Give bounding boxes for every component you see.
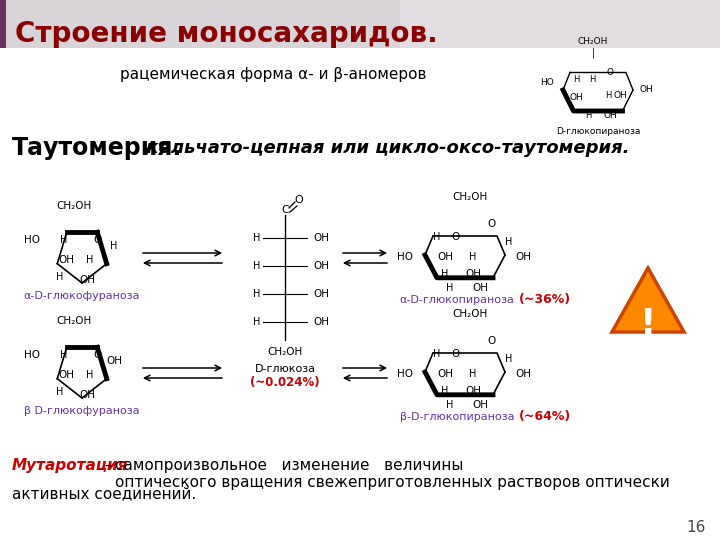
Text: O: O [451,232,459,242]
Text: HO: HO [397,252,413,262]
Text: CH₂OH: CH₂OH [56,201,91,211]
Text: O: O [294,195,303,205]
Text: H: H [446,283,454,293]
Text: OH: OH [640,85,654,94]
Text: H: H [56,272,63,282]
Text: Строение моносахаридов.: Строение моносахаридов. [15,20,438,48]
Bar [400,0,720,48]
Text: OH: OH [79,275,95,285]
Text: O: O [451,349,459,359]
Text: H: H [605,91,611,100]
Text: –: – [100,458,117,473]
Text: H: H [469,252,477,262]
Bar [0,0,6,48]
Text: OH: OH [58,370,74,380]
Text: OH: OH [437,369,453,379]
Text: H: H [60,235,68,245]
Text: OH: OH [58,255,74,265]
Text: OH: OH [313,317,329,327]
Text: H: H [505,237,513,247]
Text: H: H [56,387,63,397]
Text: !: ! [640,307,656,341]
Text: O: O [93,235,101,245]
Text: CH₂OH: CH₂OH [452,192,487,202]
Text: HO: HO [397,369,413,379]
Text: OH: OH [613,91,627,100]
Text: H: H [589,75,595,84]
Text: OH: OH [465,269,481,279]
Text: OH: OH [515,252,531,262]
Text: H: H [441,386,449,396]
Text: CH₂OH: CH₂OH [578,37,608,46]
Text: CH₂OH: CH₂OH [452,309,487,319]
Text: H: H [253,289,261,299]
Text: O: O [487,336,495,346]
Text: CH₂OH: CH₂OH [267,347,302,357]
Text: H: H [86,370,94,380]
Text: H: H [446,400,454,410]
Text: C: C [281,205,289,215]
Bar [0,0,720,48]
Text: O: O [487,219,495,229]
Text: D-глюкоза: D-глюкоза [254,364,315,374]
Text: H: H [433,349,441,359]
Text: рацемическая форма α- и β-аномеров: рацемическая форма α- и β-аномеров [120,68,426,83]
Text: (~64%): (~64%) [519,410,571,423]
Text: 16: 16 [687,520,706,535]
Text: β D-глюкофураноза: β D-глюкофураноза [24,406,140,416]
Text: β-D-глюкопираноза: β-D-глюкопираноза [400,412,514,422]
Text: кольчато-цепная или цикло-оксо-таутомерия.: кольчато-цепная или цикло-оксо-таутомери… [140,139,629,157]
Text: α-D-глюкофураноза: α-D-глюкофураноза [24,291,140,301]
Text: H: H [505,354,513,364]
Text: α-D-глюкопираноза: α-D-глюкопираноза [400,295,514,305]
Text: HO: HO [24,235,40,245]
Text: активных соединений.: активных соединений. [12,486,197,501]
Text: OH: OH [106,356,122,366]
Text: OH: OH [313,289,329,299]
Text: Таутомерия.: Таутомерия. [12,136,182,160]
Text: H: H [86,255,94,265]
Text: OH: OH [472,283,488,293]
Text: Мутаротация: Мутаротация [12,458,128,473]
Text: H: H [585,111,591,120]
Text: D-глюкопираноза: D-глюкопираноза [556,127,640,136]
Text: OH: OH [313,233,329,243]
Text: H: H [433,232,441,242]
Text: OH: OH [515,369,531,379]
Text: H: H [110,241,117,251]
Text: H: H [253,317,261,327]
Text: HO: HO [540,78,554,87]
Text: OH: OH [569,93,583,102]
Text: OH: OH [79,390,95,400]
Text: (~0.024%): (~0.024%) [250,376,320,389]
Text: H: H [253,233,261,243]
Text: H: H [253,261,261,271]
Text: H: H [573,75,579,84]
Text: H: H [60,350,68,360]
Text: OH: OH [472,400,488,410]
Text: HO: HO [24,350,40,360]
Text: |: | [591,48,595,58]
Polygon shape [612,268,684,332]
Text: O: O [606,68,613,77]
Text: самопроизвольное   изменение   величины
оптического вращения свежеприготовленных: самопроизвольное изменение величины опти… [115,458,670,490]
Text: O: O [93,350,101,360]
Text: H: H [441,269,449,279]
Text: (~36%): (~36%) [519,293,571,306]
Text: CH₂OH: CH₂OH [56,316,91,326]
Text: OH: OH [603,111,617,120]
Text: H: H [469,369,477,379]
Text: OH: OH [313,261,329,271]
Text: OH: OH [465,386,481,396]
Text: OH: OH [437,252,453,262]
